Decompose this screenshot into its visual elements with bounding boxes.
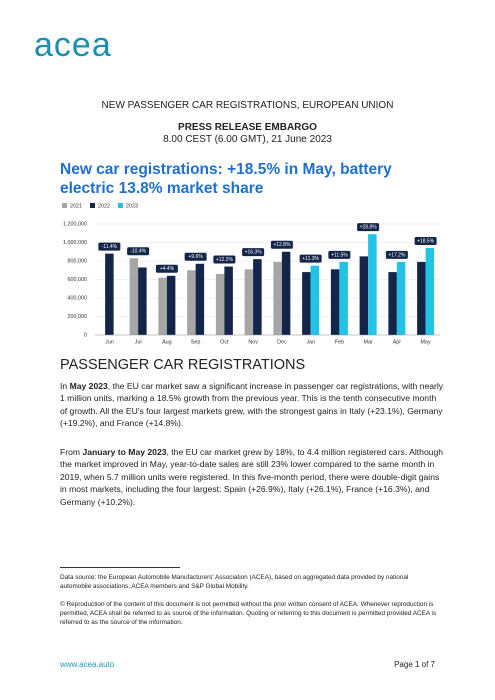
- bar: [417, 261, 426, 335]
- legend-swatch: [118, 203, 123, 208]
- embargo-time: 8.00 CEST (6.00 GMT), 21 June 2023: [163, 134, 332, 145]
- bar: [105, 253, 114, 335]
- bar: [281, 251, 291, 335]
- bar: [302, 272, 311, 335]
- annotation-box: [127, 247, 150, 256]
- bar: [330, 269, 340, 335]
- bar: [187, 270, 196, 335]
- footnote-rule: [60, 567, 180, 568]
- bar: [158, 277, 167, 335]
- paragraph: In May 2023, the EU car market saw a sig…: [60, 380, 445, 430]
- annotation: +11.3%: [302, 256, 319, 262]
- title: New car registrations: +18.5% in May, ba…: [60, 161, 392, 197]
- x-tick-label: Mar: [363, 339, 372, 345]
- y-tick-label: 800,000: [68, 258, 88, 264]
- y-tick-label: 200,000: [68, 314, 88, 320]
- annotation-box: [98, 242, 121, 251]
- bar: [273, 261, 282, 335]
- annotation: +17.2%: [388, 252, 406, 258]
- text: May 2023: [69, 381, 108, 391]
- annotation: +28.8%: [360, 225, 378, 231]
- x-tick-label: Apr: [393, 339, 402, 345]
- text: In: [60, 381, 70, 391]
- annotation-box: [357, 223, 380, 232]
- bar: [339, 261, 348, 335]
- annotation-box: [184, 252, 207, 261]
- annotation-box: [155, 264, 178, 273]
- annotation: +18.5%: [417, 238, 435, 244]
- annotation: +4.4%: [160, 266, 175, 272]
- chart: 0 200,000 400,000 600,000 800,000 1,000,000 1,…: [62, 203, 440, 345]
- annotation-box: [242, 248, 265, 257]
- legend-swatch: [62, 203, 67, 208]
- page-number: Page 1 of 7: [394, 660, 435, 669]
- bar: [138, 267, 147, 335]
- annotation-box: [414, 237, 437, 246]
- annotation-box: [385, 250, 408, 259]
- annotation: +9.6%: [188, 254, 203, 260]
- x-tick-label: Aug: [162, 339, 172, 345]
- text: January to May 2023: [82, 447, 167, 457]
- bar: [224, 266, 233, 335]
- footnote: Data source: the European Automobile Man…: [60, 574, 409, 590]
- annotation: -10.4%: [130, 249, 146, 255]
- bar: [388, 272, 397, 335]
- y-tick-label: 400,000: [68, 295, 88, 301]
- x-tick-label: May: [421, 339, 431, 345]
- annotation: +12.8%: [273, 242, 291, 248]
- x-tick-label: Jun: [105, 339, 114, 345]
- annotation: +11.5%: [331, 252, 348, 258]
- bar: [253, 259, 262, 335]
- x-tick-label: Oct: [220, 339, 229, 345]
- bar: [310, 265, 320, 335]
- text: , the EU car market grew by 18%, to 4.4 …: [60, 447, 444, 507]
- bar: [129, 258, 139, 335]
- legend-label: 2023: [126, 203, 138, 209]
- text: From: [60, 447, 83, 457]
- text: , the EU car market saw a significant in…: [60, 381, 444, 429]
- bar: [195, 263, 205, 335]
- annotation: +16.3%: [245, 249, 263, 255]
- x-tick-label: Jan: [306, 339, 315, 345]
- bar: [215, 273, 225, 335]
- x-tick-label: Feb: [335, 339, 344, 345]
- bar: [166, 275, 176, 335]
- annotation: +12.2%: [216, 257, 234, 263]
- legend-label: 2021: [70, 203, 82, 209]
- annotation-box: [299, 254, 322, 263]
- embargo: PRESS RELEASE EMBARGO: [178, 122, 317, 133]
- annotation-box: [213, 255, 236, 264]
- y-tick-label: 0: [84, 332, 87, 338]
- legend-swatch: [90, 203, 95, 208]
- bar: [425, 248, 435, 335]
- x-tick-label: Nov: [248, 339, 258, 345]
- y-tick-label: 600,000: [68, 277, 88, 283]
- x-tick-label: Sep: [191, 339, 201, 345]
- logo: acea: [34, 26, 112, 64]
- bar: [368, 234, 377, 335]
- annotation-box: [328, 250, 351, 259]
- section-heading: PASSENGER CAR REGISTRATIONS: [60, 357, 306, 373]
- footer-url[interactable]: www.acea.auto: [60, 660, 115, 669]
- bar: [359, 256, 369, 335]
- paragraph: From January to May 2023, the EU car mar…: [60, 446, 445, 508]
- annotation-box: [270, 240, 293, 249]
- bar: [244, 269, 254, 335]
- y-tick-label: 1,200,000: [63, 221, 87, 227]
- header-line: NEW PASSENGER CAR REGISTRATIONS, EUROPEA…: [101, 100, 394, 111]
- footnote: © Reproduction of the content of this do…: [60, 601, 437, 626]
- x-tick-label: Jul: [135, 339, 142, 345]
- annotation: -11.4%: [102, 244, 118, 250]
- legend-label: 2022: [98, 203, 110, 209]
- y-tick-label: 1,000,000: [63, 240, 87, 246]
- x-tick-label: Dec: [277, 339, 287, 345]
- bar: [396, 261, 406, 335]
